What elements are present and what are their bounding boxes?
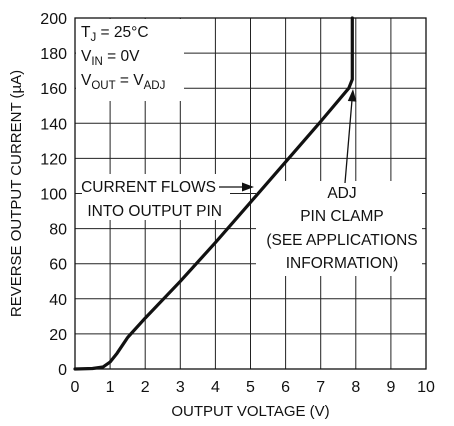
condition-tj: TJ = 25°C: [81, 24, 149, 44]
annotation-adj-clamp: ADJ PIN CLAMP (SEE APPLICATIONS INFORMAT…: [256, 181, 422, 276]
annotation-adj-bg: [256, 181, 422, 276]
x-tick-label-1: 1: [106, 379, 115, 396]
y-tick-label-1: 20: [49, 327, 67, 344]
arrow-adj-head: [347, 89, 357, 102]
y-tick-label-3: 60: [49, 257, 67, 274]
x-tick-label-0: 0: [71, 379, 80, 396]
x-tick-label-8: 8: [351, 379, 360, 396]
y-tick-label-6: 120: [40, 151, 67, 168]
annotation-current-line1: CURRENT FLOWS: [81, 179, 216, 196]
x-tick-label-3: 3: [176, 379, 185, 396]
arrow-current-head: [242, 182, 254, 192]
annotation-adj-line4: INFORMATION): [286, 255, 399, 272]
annotation-current-bg: [82, 174, 230, 220]
annotation-adj-line3: (SEE APPLICATIONS: [266, 232, 417, 249]
x-tick-label-10: 10: [417, 379, 435, 396]
arrow-adj-shaft: [344, 99, 353, 184]
y-axis-title: REVERSE OUTPUT CURRENT (µA): [8, 70, 25, 317]
annotation-adj-line1: ADJ: [327, 185, 356, 202]
y-tick-label-8: 160: [40, 81, 67, 98]
y-tick-label-7: 140: [40, 116, 67, 133]
conditions-box: [76, 19, 184, 101]
x-tick-label-2: 2: [141, 379, 150, 396]
y-tick-label-2: 40: [49, 292, 67, 309]
condition-vout: VOUT = VADJ: [81, 72, 165, 92]
annotation-current-flows: CURRENT FLOWS INTO OUTPUT PIN: [81, 174, 230, 220]
annotation-arrows: [219, 89, 357, 192]
annotation-current-line2: INTO OUTPUT PIN: [87, 203, 222, 220]
y-tick-label-9: 180: [40, 46, 67, 63]
y-tick-label-4: 80: [49, 222, 67, 239]
series-line-reverse-current: [73, 16, 354, 371]
x-tick-label-9: 9: [386, 379, 395, 396]
plot-frame: [74, 17, 427, 370]
x-tick-label-4: 4: [211, 379, 220, 396]
y-tick-label-0: 0: [58, 362, 67, 379]
y-tick-label-5: 100: [40, 187, 67, 204]
x-tick-label-6: 6: [281, 379, 290, 396]
conditions-legend: TJ = 25°C VIN = 0V VOUT = VADJ: [76, 19, 184, 101]
y-tick-label-10: 200: [40, 11, 67, 28]
annotation-adj-line2: PIN CLAMP: [300, 208, 384, 225]
x-tick-label-7: 7: [316, 379, 325, 396]
condition-vin: VIN = 0V: [81, 48, 140, 68]
x-axis-title: OUTPUT VOLTAGE (V): [171, 403, 329, 420]
x-tick-label-5: 5: [246, 379, 255, 396]
